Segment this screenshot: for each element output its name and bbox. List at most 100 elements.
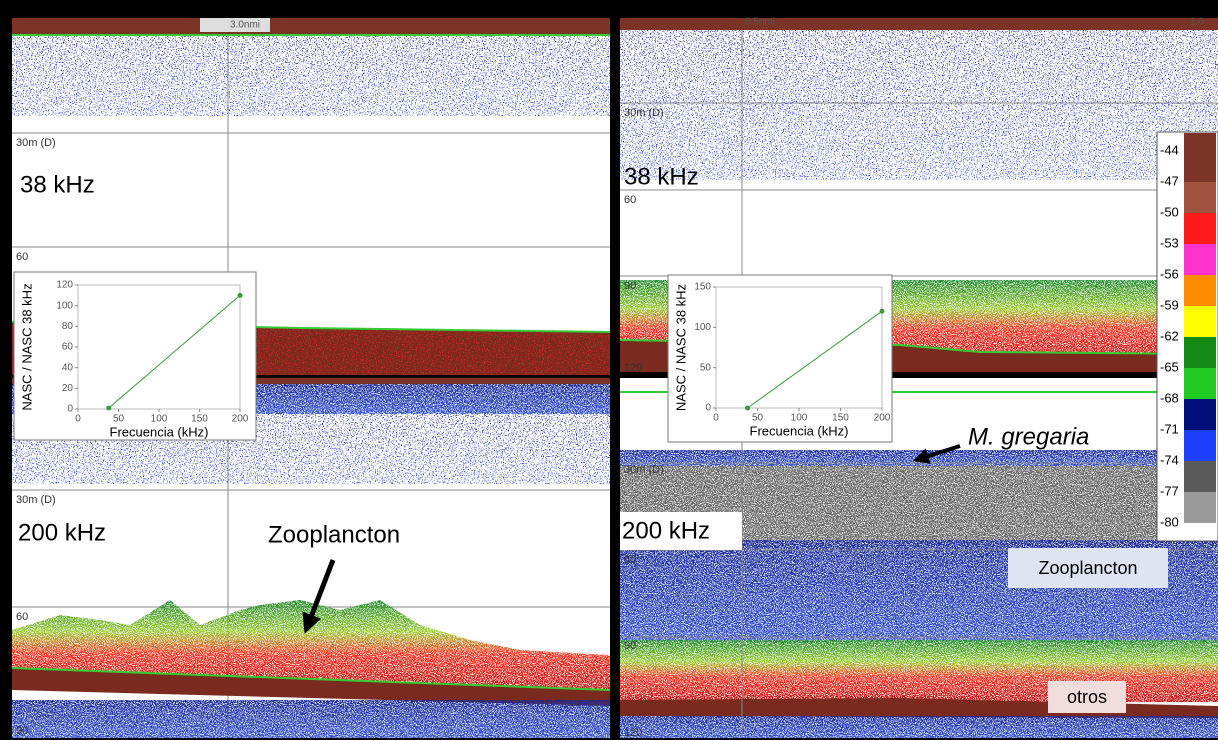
color-swatch: [1184, 399, 1216, 430]
y-tick-label: 0: [705, 403, 711, 414]
x-tick-label: 50: [113, 414, 125, 425]
depth-label: 30m (D): [16, 137, 56, 149]
color-swatch: [1184, 523, 1216, 540]
y-axis-label: NASC / NASC 38 kHz: [673, 284, 688, 411]
surface: [12, 18, 610, 34]
depth-label: 30m (D): [624, 464, 664, 476]
color-scale-label: -62: [1160, 328, 1179, 343]
color-scale-label: -47: [1160, 173, 1179, 188]
color-swatch: [1184, 244, 1216, 275]
color-swatch: [1184, 492, 1216, 523]
x-tick-label: 200: [232, 414, 249, 425]
color-scale-label: -59: [1160, 297, 1179, 312]
x-tick-label: 0: [75, 414, 81, 425]
color-scale-label: -44: [1160, 142, 1179, 157]
annotation: otros: [1067, 687, 1107, 707]
echo-speckle: [12, 700, 610, 738]
frequency-label: 200 kHz: [622, 517, 710, 544]
color-swatch: [1184, 368, 1216, 399]
scale-box: [200, 18, 270, 32]
depth-label: 60: [624, 194, 636, 206]
annotation: M. gregaria: [968, 423, 1089, 450]
color-scale-label: -68: [1160, 390, 1179, 405]
scattering-layer: [620, 640, 1218, 702]
depth-label: 90: [16, 725, 28, 737]
scale-label: 1.0: [1190, 17, 1204, 28]
color-scale-label: -77: [1160, 483, 1179, 498]
point: [879, 308, 885, 314]
x-tick-label: 50: [752, 413, 764, 424]
y-tick-label: 0: [67, 404, 73, 415]
color-scale-label: -56: [1160, 266, 1179, 281]
frequency-label: 38 kHz: [624, 163, 699, 190]
x-tick-label: 150: [191, 414, 208, 425]
y-tick-label: 20: [62, 383, 74, 394]
depth-label: 60: [624, 554, 636, 566]
depth-label: 60: [16, 611, 28, 623]
annotation: Zooplancton: [1038, 558, 1137, 578]
panel-bottom-right: 30m (D) 60 90 120 200 kHz M. gregaria Zo…: [620, 378, 1218, 739]
zooplankton-layer: [12, 600, 610, 690]
arrow: [912, 444, 961, 464]
line: [108, 294, 241, 409]
depth-label: 120: [624, 362, 642, 374]
color-swatch: [1184, 213, 1216, 244]
x-tick-label: 0: [713, 413, 719, 424]
surface: [620, 18, 1218, 30]
depth-label: 120: [624, 727, 642, 739]
color-swatch: [1184, 337, 1216, 368]
echo-speckle: [620, 716, 1218, 738]
frequency-label: 200 kHz: [18, 519, 106, 546]
label-box: [1048, 681, 1126, 713]
depth-label: 60: [16, 251, 28, 263]
color-swatch: [1184, 306, 1216, 337]
y-tick-label: 150: [694, 282, 711, 293]
bottom-line: [11, 667, 611, 691]
y-axis-label: NASC / NASC 38 kHz: [19, 283, 34, 410]
color-scale-label: -53: [1160, 235, 1179, 250]
scale-label: 3.0nmi: [230, 20, 260, 31]
x-axis-label: Frecuencia (kHz): [110, 424, 209, 439]
depth-label: 90: [624, 640, 636, 652]
label-box: [1008, 548, 1168, 588]
inset-chart: 0 20 40 60 80 100 120 0 50 100 150 200 Frecuencia (k…: [13, 271, 257, 441]
depth-label: 30m (D): [624, 107, 664, 119]
color-scale-label: -71: [1160, 421, 1179, 436]
color-swatch: [1184, 461, 1216, 492]
y-tick-label: 120: [56, 280, 73, 291]
x-axis-label: Frecuencia (kHz): [750, 423, 849, 438]
color-scale-label: -50: [1160, 204, 1179, 219]
color-swatch: [1184, 133, 1216, 182]
point: [745, 405, 751, 411]
y-tick-label: 100: [694, 322, 711, 333]
depth-label: 30m (D): [16, 494, 56, 506]
depth-label: 90: [624, 280, 636, 292]
x-tick-label: 150: [832, 413, 849, 424]
frequency-label: 38 kHz: [20, 171, 95, 198]
inset-chart: 0 50 100 150 0 50 100 150 200 Frecuencia (kHz) NAS…: [667, 274, 893, 443]
color-scale-label: -80: [1160, 514, 1179, 529]
point: [106, 405, 112, 411]
y-tick-label: 50: [700, 362, 712, 373]
echo-speckle: [620, 30, 1218, 180]
x-tick-label: 100: [151, 414, 168, 425]
color-swatch: [1184, 430, 1216, 461]
x-tick-label: 200: [874, 413, 891, 424]
color-scale-label: -65: [1160, 359, 1179, 374]
y-tick-label: 60: [62, 342, 74, 353]
line: [747, 310, 883, 409]
seabed: [12, 668, 610, 706]
color-swatch: [1184, 275, 1216, 306]
arrow: [302, 559, 336, 634]
surface: [12, 378, 610, 384]
y-tick-label: 80: [62, 321, 74, 332]
color-swatch: [1184, 182, 1216, 213]
color-scale: -44 -47 -50 -53 -56 -59 -62 -65 -68 -71 -74 -77 -80: [1156, 131, 1218, 542]
echo-speckle: [12, 36, 610, 116]
color-scale-label: -74: [1160, 452, 1179, 467]
inset-bg: [667, 274, 893, 443]
scale-label: 0.5nmi: [745, 17, 775, 28]
point: [237, 292, 243, 298]
label-box: [620, 512, 742, 550]
